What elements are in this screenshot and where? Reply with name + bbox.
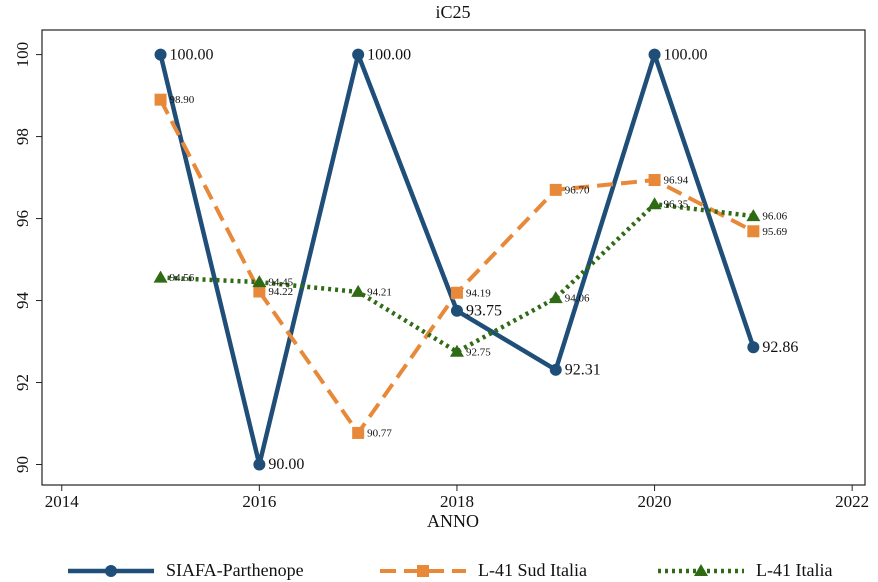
y-tick-label: 100	[13, 42, 32, 67]
data-point	[154, 93, 167, 106]
data-label: 90.00	[268, 456, 304, 473]
data-point	[549, 183, 562, 196]
data-label: 94.22	[268, 286, 293, 298]
data-point	[351, 284, 366, 297]
y-tick-label: 94	[13, 292, 32, 310]
data-point	[352, 48, 365, 61]
data-label: 96.70	[565, 184, 590, 196]
data-label: 93.75	[466, 302, 502, 319]
data-point	[154, 48, 167, 61]
data-label: 98.90	[170, 94, 195, 106]
data-point	[549, 363, 562, 376]
data-point	[746, 209, 761, 222]
data-point	[253, 285, 266, 298]
data-point	[153, 270, 168, 283]
data-point	[747, 225, 760, 238]
legend-label: L-41 Italia	[756, 560, 832, 580]
data-label: 100.00	[170, 46, 214, 63]
y-tick-label: 98	[13, 128, 32, 145]
legend-marker	[417, 565, 429, 577]
x-tick-label: 2016	[242, 492, 276, 511]
data-label: 92.75	[466, 346, 491, 358]
plot-frame	[41, 29, 866, 486]
data-label: 96.35	[664, 199, 689, 211]
chart-title: iC25	[435, 2, 470, 22]
data-label: 96.06	[762, 211, 787, 223]
data-point	[252, 275, 267, 288]
data-label: 100.00	[367, 46, 411, 63]
data-point	[352, 426, 365, 439]
data-label: 92.31	[565, 361, 601, 378]
x-tick-label: 2018	[440, 492, 474, 511]
data-point	[449, 344, 464, 357]
data-point	[450, 304, 463, 317]
data-label: 95.69	[762, 226, 787, 238]
x-tick-label: 2014	[45, 492, 80, 511]
x-tick-label: 2020	[638, 492, 672, 511]
data-point	[747, 341, 760, 354]
y-tick-label: 92	[13, 374, 32, 391]
data-label: 96.94	[664, 175, 689, 187]
data-label: 94.19	[466, 287, 491, 299]
legend-marker	[105, 565, 117, 577]
x-axis-label: ANNO	[427, 511, 479, 531]
y-tick-label: 96	[13, 210, 32, 227]
legend-label: SIAFA-Parthenope	[166, 560, 304, 580]
data-point	[253, 458, 266, 471]
data-point	[450, 286, 463, 299]
data-label: 94.45	[268, 277, 293, 289]
x-tick-label: 2022	[835, 492, 869, 511]
y-tick-label: 90	[13, 456, 32, 473]
data-label: 92.86	[762, 339, 798, 356]
data-label: 100.00	[664, 46, 708, 63]
data-point	[548, 291, 563, 304]
data-point	[648, 48, 661, 61]
data-label: 94.56	[170, 272, 195, 284]
legend-label: L-41 Sud Italia	[478, 560, 587, 580]
data-point	[647, 197, 662, 210]
data-label: 94.21	[367, 286, 392, 298]
data-label: 90.77	[367, 427, 392, 439]
data-label: 94.06	[565, 293, 590, 305]
data-point	[648, 174, 661, 187]
legend-marker	[694, 564, 708, 576]
